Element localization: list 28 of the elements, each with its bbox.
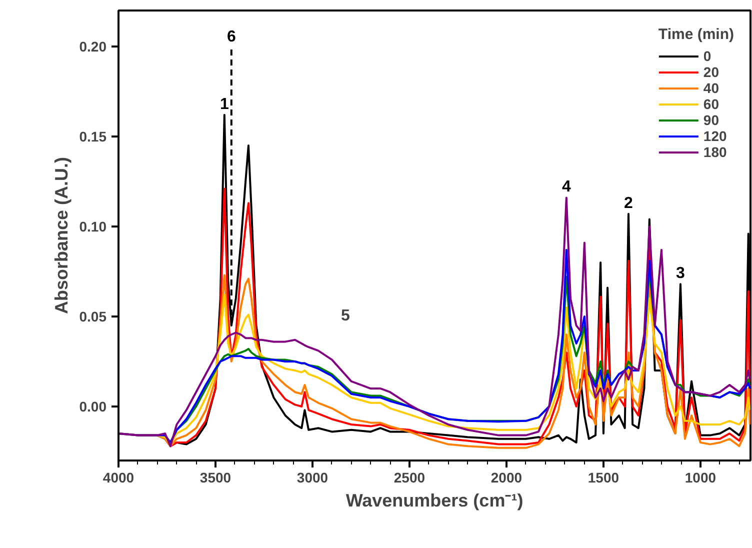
y-tick-label: 0.15 — [79, 128, 107, 144]
x-tick-label: 4000 — [102, 470, 134, 486]
legend-label: 180 — [703, 144, 727, 160]
legend-label: 0 — [703, 48, 712, 64]
x-tick-label: 2000 — [490, 470, 522, 486]
y-tick-label: 0.20 — [79, 38, 107, 54]
legend-label: 60 — [703, 96, 720, 112]
legend-label: 120 — [703, 128, 727, 144]
x-tick-label: 1500 — [588, 470, 620, 486]
legend-label: 90 — [703, 112, 720, 128]
y-tick-label: 0.10 — [79, 218, 107, 234]
y-tick-label: 0.00 — [79, 398, 107, 414]
annotation: 5 — [341, 308, 350, 324]
y-tick-label: 0.05 — [79, 308, 107, 324]
legend-label: 20 — [703, 64, 720, 80]
annotation: 1 — [220, 96, 229, 113]
x-tick-label: 1000 — [684, 470, 716, 486]
legend-label: 40 — [703, 80, 720, 96]
y-axis-title: Absorbance (A.U.) — [51, 156, 72, 314]
annotation: 4 — [562, 178, 571, 196]
x-axis-title: Wavenumbers (cm⁻¹) — [346, 490, 524, 510]
x-tick-label: 2500 — [394, 470, 426, 486]
x-tick-label: 3000 — [296, 470, 328, 486]
annotation: 2 — [624, 194, 634, 212]
annotation: 3 — [676, 265, 686, 282]
annotation: 6 — [226, 28, 236, 46]
x-tick-label: 3500 — [200, 470, 232, 486]
legend-title: Time (min) — [658, 26, 734, 43]
